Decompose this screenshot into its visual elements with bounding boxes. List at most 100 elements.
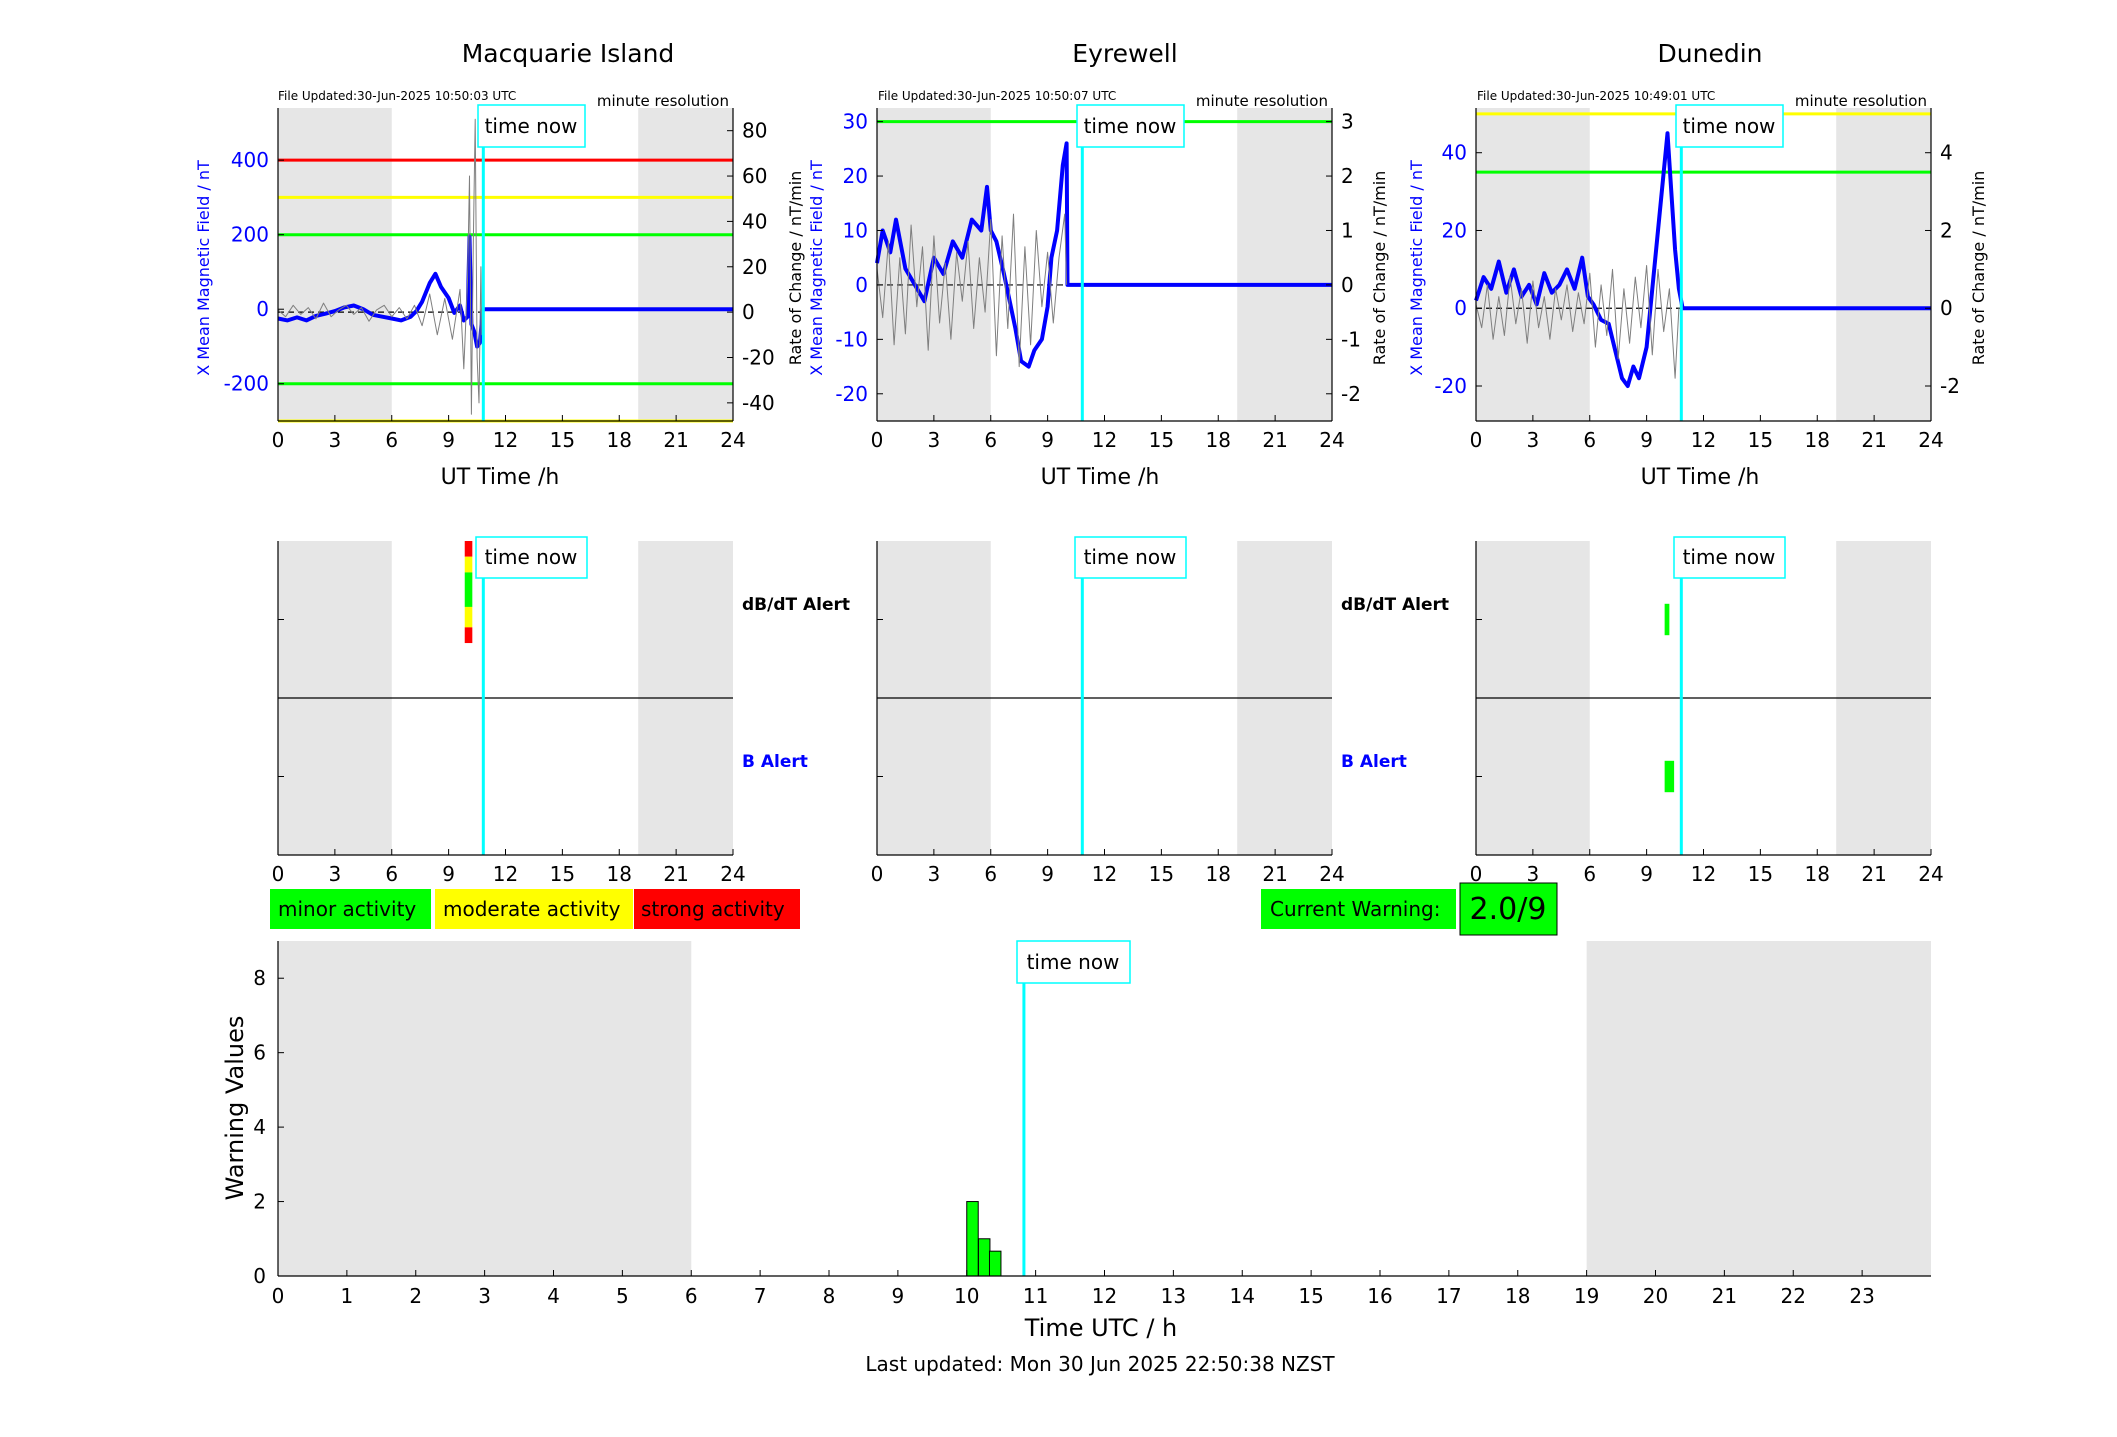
x-tick-label: 18 xyxy=(1805,862,1830,886)
night-band xyxy=(1586,941,1931,1276)
x-tick-label: 21 xyxy=(1262,862,1287,886)
x-tick-label: 6 xyxy=(1583,862,1596,886)
x-tick-label: 0 xyxy=(272,862,285,886)
x-tick-label: 12 xyxy=(1092,1284,1117,1308)
warning-values-plot: 0 1 2 3 4 5 6 7 8 9 10 11 12 13 14 15 16 17 18 19 20 21 22 2302… xyxy=(221,940,1931,1342)
y2-tick-label: -2 xyxy=(1940,374,1960,398)
night-band xyxy=(638,108,733,421)
warnings-ylabel: Warning Values xyxy=(221,1016,249,1201)
eyrewell-title: Eyrewell xyxy=(1072,39,1177,68)
alert-label-dbdt: dB/dT Alert xyxy=(742,595,850,615)
eyrewell-xlabel: UT Time /h xyxy=(1041,465,1160,490)
alert-plot-dunedin: 0 3 6 9 12 15 18 21 24 time now xyxy=(1470,536,1944,886)
x-tick-label: 9 xyxy=(1041,428,1054,452)
x-tick-label: 9 xyxy=(442,862,455,886)
legend-moderate-swatch xyxy=(435,889,633,929)
rate-of-change-series xyxy=(1475,265,1680,379)
y2-tick-label: -2 xyxy=(1341,382,1361,406)
alert-label-b: B Alert xyxy=(1341,752,1407,772)
y2-tick-label: -40 xyxy=(742,391,775,415)
x-tick-label: 1 xyxy=(341,1284,354,1308)
x-tick-label: 9 xyxy=(1640,862,1653,886)
x-tick-label: 3 xyxy=(928,862,941,886)
x-tick-label: 21 xyxy=(1861,862,1886,886)
x-tick-label: 15 xyxy=(1149,428,1174,452)
x-tick-label: 6 xyxy=(685,1284,698,1308)
x-tick-label: 15 xyxy=(1748,862,1773,886)
y-tick-label: 10 xyxy=(843,218,868,242)
y-tick-label: 400 xyxy=(231,148,269,172)
x-tick-label: 6 xyxy=(385,428,398,452)
warnings-time-now-box xyxy=(1016,940,1131,984)
x-tick-label: 24 xyxy=(1319,862,1344,886)
macquarie-xlabel: UT Time /h xyxy=(441,465,560,490)
current-warning: Current Warning: 2.0/9 xyxy=(1261,882,1558,936)
warnings-marks: 0 1 2 3 4 5 6 7 8 9 10 11 12 13 14 15 16 17 18 19 20 21 22 2302… xyxy=(253,941,1931,1308)
x-tick-label: 3 xyxy=(329,862,342,886)
alerts-macquarie-time-now-label: time now xyxy=(485,545,578,569)
night-band xyxy=(1237,108,1332,421)
x-tick-label: 18 xyxy=(1805,428,1830,452)
y-tick-label: 0 xyxy=(253,1264,266,1288)
x-tick-label: 3 xyxy=(478,1284,491,1308)
x-tick-label: 9 xyxy=(1640,428,1653,452)
macquarie-title: Macquarie Island xyxy=(462,39,675,68)
dunedin-ylabel: X Mean Magnetic Field / nT xyxy=(1407,160,1426,376)
magnetic-field-series xyxy=(1474,131,1931,388)
alert-block xyxy=(464,627,473,644)
warnings-xlabel: Time UTC / h xyxy=(1024,1314,1178,1342)
night-band xyxy=(1836,108,1931,421)
macquarie-ylabel-right: Rate of Change / nT/min xyxy=(786,171,805,366)
y2-tick-label: 2 xyxy=(1940,218,1953,242)
y-tick-label: -10 xyxy=(835,327,868,351)
alerts-macquarie-time-now-box xyxy=(475,536,588,579)
warning-bar xyxy=(966,1201,979,1277)
eyrewell-time-now-label: time now xyxy=(1084,114,1177,138)
x-tick-label: 18 xyxy=(1206,428,1231,452)
current-warning-label-box xyxy=(1261,889,1456,929)
y-tick-label: 20 xyxy=(843,164,868,188)
rate-of-change-series xyxy=(277,118,484,415)
legend-strong-label: strong activity xyxy=(641,897,785,921)
x-tick-label: 3 xyxy=(329,428,342,452)
alerts-dunedin-marks: 0 3 6 9 12 15 18 21 24 xyxy=(1470,541,1944,886)
x-tick-label: 12 xyxy=(1691,862,1716,886)
alert-block xyxy=(464,556,473,573)
legend-strong-swatch xyxy=(634,889,800,929)
x-tick-label: 19 xyxy=(1574,1284,1599,1308)
x-tick-label: 3 xyxy=(1527,428,1540,452)
x-tick-label: 18 xyxy=(607,428,632,452)
y2-tick-label: 20 xyxy=(742,255,767,279)
x-tick-label: 2 xyxy=(409,1284,422,1308)
y-tick-label: 30 xyxy=(843,110,868,134)
x-tick-label: 18 xyxy=(1206,862,1231,886)
y-tick-label: 40 xyxy=(1442,141,1467,165)
eyrewell-ylabel-right: Rate of Change / nT/min xyxy=(1370,171,1389,366)
x-tick-label: 21 xyxy=(1712,1284,1737,1308)
x-tick-label: 23 xyxy=(1849,1284,1874,1308)
x-tick-label: 17 xyxy=(1436,1284,1461,1308)
warnings-time-now-label: time now xyxy=(1027,950,1120,974)
current-warning-value: 2.0/9 xyxy=(1470,892,1547,927)
x-tick-label: 15 xyxy=(550,862,575,886)
x-tick-label: 5 xyxy=(616,1284,629,1308)
warning-bar xyxy=(977,1238,991,1277)
x-tick-label: 15 xyxy=(1149,862,1174,886)
dunedin-ylabel-right: Rate of Change / nT/min xyxy=(1969,171,1988,366)
x-tick-label: 24 xyxy=(720,862,745,886)
alert-label-b: B Alert xyxy=(742,752,808,772)
rate-of-change-series xyxy=(876,213,1068,368)
x-tick-label: 21 xyxy=(663,428,688,452)
x-tick-label: 13 xyxy=(1161,1284,1186,1308)
eyrewell-file-updated: File Updated:30-Jun-2025 10:50:07 UTC xyxy=(878,89,1116,103)
macquarie-resolution: minute resolution xyxy=(597,92,729,110)
alert-block xyxy=(464,541,473,557)
x-tick-label: 4 xyxy=(547,1284,560,1308)
y-tick-label: 0 xyxy=(1454,296,1467,320)
x-tick-label: 0 xyxy=(272,1284,285,1308)
x-tick-label: 12 xyxy=(1092,428,1117,452)
x-tick-label: 7 xyxy=(754,1284,767,1308)
x-tick-label: 8 xyxy=(823,1284,836,1308)
